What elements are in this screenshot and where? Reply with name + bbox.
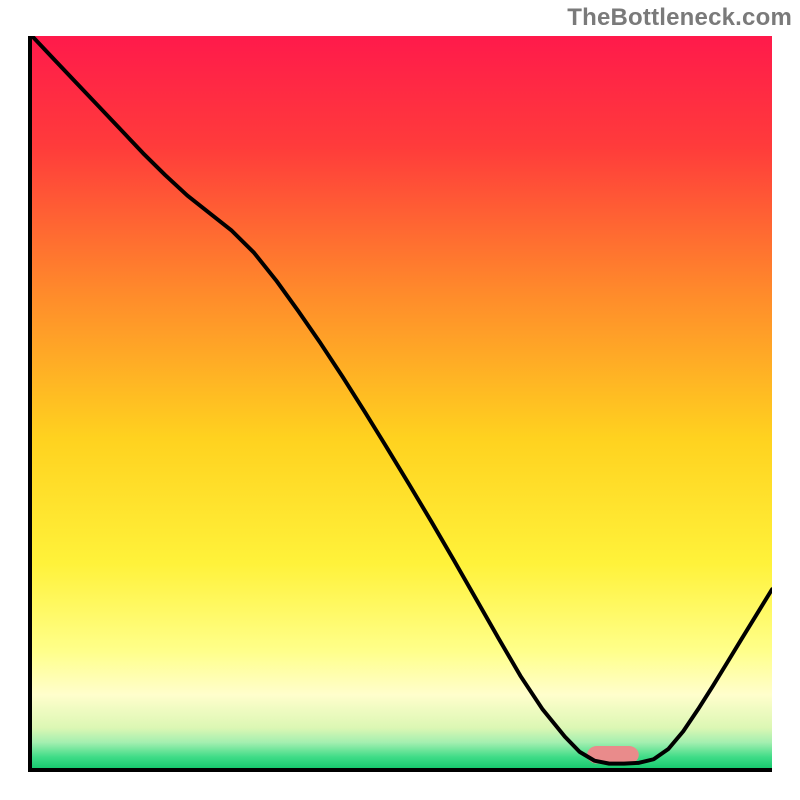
plot-area bbox=[28, 36, 772, 772]
curve-layer bbox=[32, 36, 772, 768]
chart-canvas: TheBottleneck.com bbox=[0, 0, 800, 800]
bottleneck-curve bbox=[32, 36, 772, 764]
watermark-text: TheBottleneck.com bbox=[567, 4, 792, 32]
